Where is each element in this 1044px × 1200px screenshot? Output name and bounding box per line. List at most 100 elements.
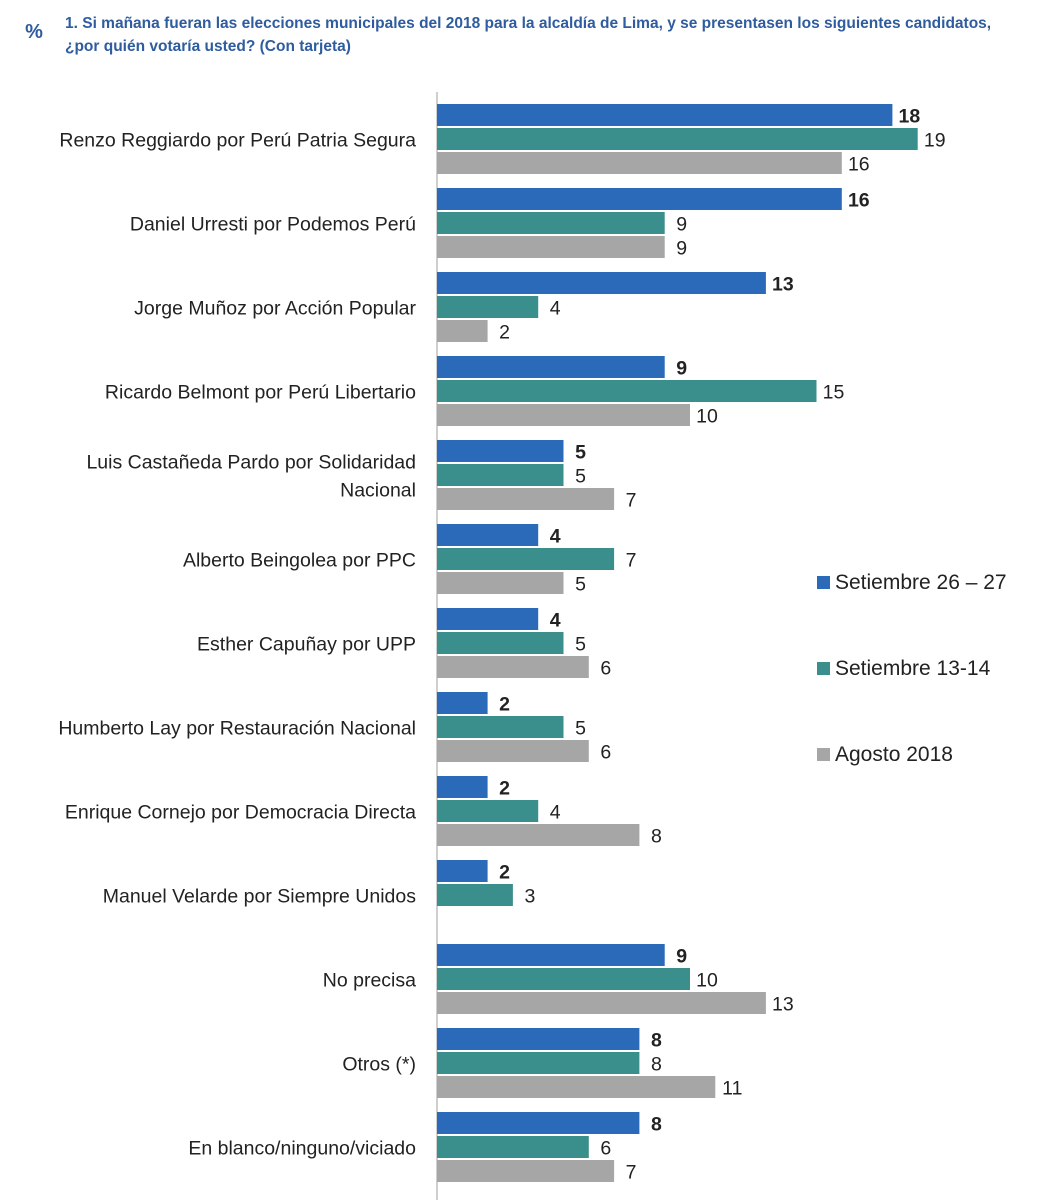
value-label: 8 bbox=[651, 1114, 662, 1136]
value-label: 2 bbox=[499, 694, 510, 716]
value-label: 2 bbox=[499, 322, 510, 344]
category-label: Ricardo Belmont por Perú Libertario bbox=[105, 382, 416, 404]
legend-swatch-1 bbox=[817, 576, 830, 589]
value-label: 3 bbox=[524, 886, 535, 908]
bar-2-cat-7 bbox=[437, 632, 564, 654]
bar-2-cat-6 bbox=[437, 548, 615, 570]
bar-1-cat-13 bbox=[437, 1112, 640, 1134]
value-label: 7 bbox=[626, 1162, 637, 1184]
chart-legend: Setiembre 26 – 27 Setiembre 13-14 Agosto 2… bbox=[817, 571, 1007, 766]
bar-2-cat-1 bbox=[437, 128, 918, 150]
value-label: 9 bbox=[676, 214, 687, 236]
bar-1-cat-5 bbox=[437, 440, 564, 462]
bar-2-cat-13 bbox=[437, 1136, 589, 1158]
value-label: 6 bbox=[600, 658, 611, 680]
value-label: 4 bbox=[550, 610, 561, 632]
bar-3-cat-1 bbox=[437, 152, 842, 174]
value-label: 16 bbox=[848, 190, 870, 212]
value-label: 8 bbox=[651, 1030, 662, 1052]
bar-1-cat-4 bbox=[437, 356, 665, 378]
value-label: 6 bbox=[600, 1138, 611, 1160]
category-label: Jorge Muñoz por Acción Popular bbox=[134, 298, 416, 320]
value-label: 4 bbox=[550, 526, 561, 548]
bar-3-cat-8 bbox=[437, 740, 589, 762]
bar-1-cat-9 bbox=[437, 776, 488, 798]
value-label: 4 bbox=[550, 298, 561, 320]
bar-3-cat-2 bbox=[437, 236, 665, 258]
category-label: Esther Capuñay por UPP bbox=[197, 634, 416, 656]
value-label: 2 bbox=[499, 778, 510, 800]
category-label: Humberto Lay por Restauración Nacional bbox=[58, 718, 416, 740]
bar-1-cat-7 bbox=[437, 608, 539, 630]
bar-2-cat-4 bbox=[437, 380, 817, 402]
value-label: 9 bbox=[676, 358, 687, 380]
category-label: Daniel Urresti por Podemos Perú bbox=[130, 214, 416, 236]
value-label: 8 bbox=[651, 826, 662, 848]
bars-layer bbox=[437, 104, 918, 1182]
bar-2-cat-10 bbox=[437, 884, 513, 906]
value-label: 5 bbox=[575, 442, 586, 464]
value-label: 5 bbox=[575, 718, 586, 740]
percent-icon: % bbox=[25, 21, 43, 43]
category-label: Manuel Velarde por Siempre Unidos bbox=[103, 886, 417, 908]
bar-2-cat-8 bbox=[437, 716, 564, 738]
legend-swatch-3 bbox=[817, 748, 830, 761]
bar-2-cat-12 bbox=[437, 1052, 640, 1074]
value-label: 10 bbox=[696, 406, 718, 428]
value-label: 5 bbox=[575, 466, 586, 488]
bar-3-cat-9 bbox=[437, 824, 640, 846]
value-label: 7 bbox=[626, 550, 637, 572]
value-label: 19 bbox=[924, 130, 946, 152]
chart-header: % 1. Si mañana fueran las elecciones mun… bbox=[0, 0, 1044, 70]
value-label: 18 bbox=[899, 106, 921, 128]
category-label: No precisa bbox=[323, 970, 416, 992]
bar-1-cat-3 bbox=[437, 272, 766, 294]
value-label: 13 bbox=[772, 994, 794, 1016]
value-label: 13 bbox=[772, 274, 794, 296]
chart-title: 1. Si mañana fueran las elecciones munic… bbox=[65, 15, 992, 55]
value-label: 15 bbox=[823, 382, 845, 404]
value-label: 10 bbox=[696, 970, 718, 992]
value-label: 9 bbox=[676, 238, 687, 260]
value-label: 9 bbox=[676, 946, 687, 968]
category-label: Renzo Reggiardo por Perú Patria Segura bbox=[59, 130, 416, 152]
category-label: Luis Castañeda Pardo por Solidaridad bbox=[86, 452, 416, 474]
bar-2-cat-2 bbox=[437, 212, 665, 234]
legend-label-3: Agosto 2018 bbox=[835, 743, 953, 766]
category-label: Nacional bbox=[340, 480, 416, 502]
bar-2-cat-3 bbox=[437, 296, 539, 318]
value-label: 2 bbox=[499, 862, 510, 884]
value-label: 11 bbox=[722, 1078, 742, 1100]
legend-swatch-2 bbox=[817, 662, 830, 675]
category-label: Otros (*) bbox=[342, 1054, 416, 1076]
value-label: 4 bbox=[550, 802, 561, 824]
bar-1-cat-12 bbox=[437, 1028, 640, 1050]
value-label: 16 bbox=[848, 154, 870, 176]
bar-1-cat-8 bbox=[437, 692, 488, 714]
bar-1-cat-11 bbox=[437, 944, 665, 966]
bar-1-cat-6 bbox=[437, 524, 539, 546]
value-label: 5 bbox=[575, 634, 586, 656]
value-label: 5 bbox=[575, 574, 586, 596]
bar-2-cat-5 bbox=[437, 464, 564, 486]
bar-1-cat-1 bbox=[437, 104, 893, 126]
bar-3-cat-7 bbox=[437, 656, 589, 678]
bar-2-cat-11 bbox=[437, 968, 690, 990]
value-label: 8 bbox=[651, 1054, 662, 1076]
bar-3-cat-12 bbox=[437, 1076, 716, 1098]
bar-3-cat-13 bbox=[437, 1160, 615, 1182]
category-label: Enrique Cornejo por Democracia Directa bbox=[65, 802, 416, 824]
bar-3-cat-6 bbox=[437, 572, 564, 594]
bar-3-cat-5 bbox=[437, 488, 615, 510]
category-label: En blanco/ninguno/viciado bbox=[188, 1138, 416, 1160]
value-label: 6 bbox=[600, 742, 611, 764]
bar-3-cat-4 bbox=[437, 404, 690, 426]
category-label: Alberto Beingolea por PPC bbox=[183, 550, 416, 572]
bar-3-cat-11 bbox=[437, 992, 766, 1014]
bar-1-cat-2 bbox=[437, 188, 842, 210]
bar-1-cat-10 bbox=[437, 860, 488, 882]
legend-label-1: Setiembre 26 – 27 bbox=[835, 571, 1007, 594]
legend-label-2: Setiembre 13-14 bbox=[835, 657, 991, 680]
